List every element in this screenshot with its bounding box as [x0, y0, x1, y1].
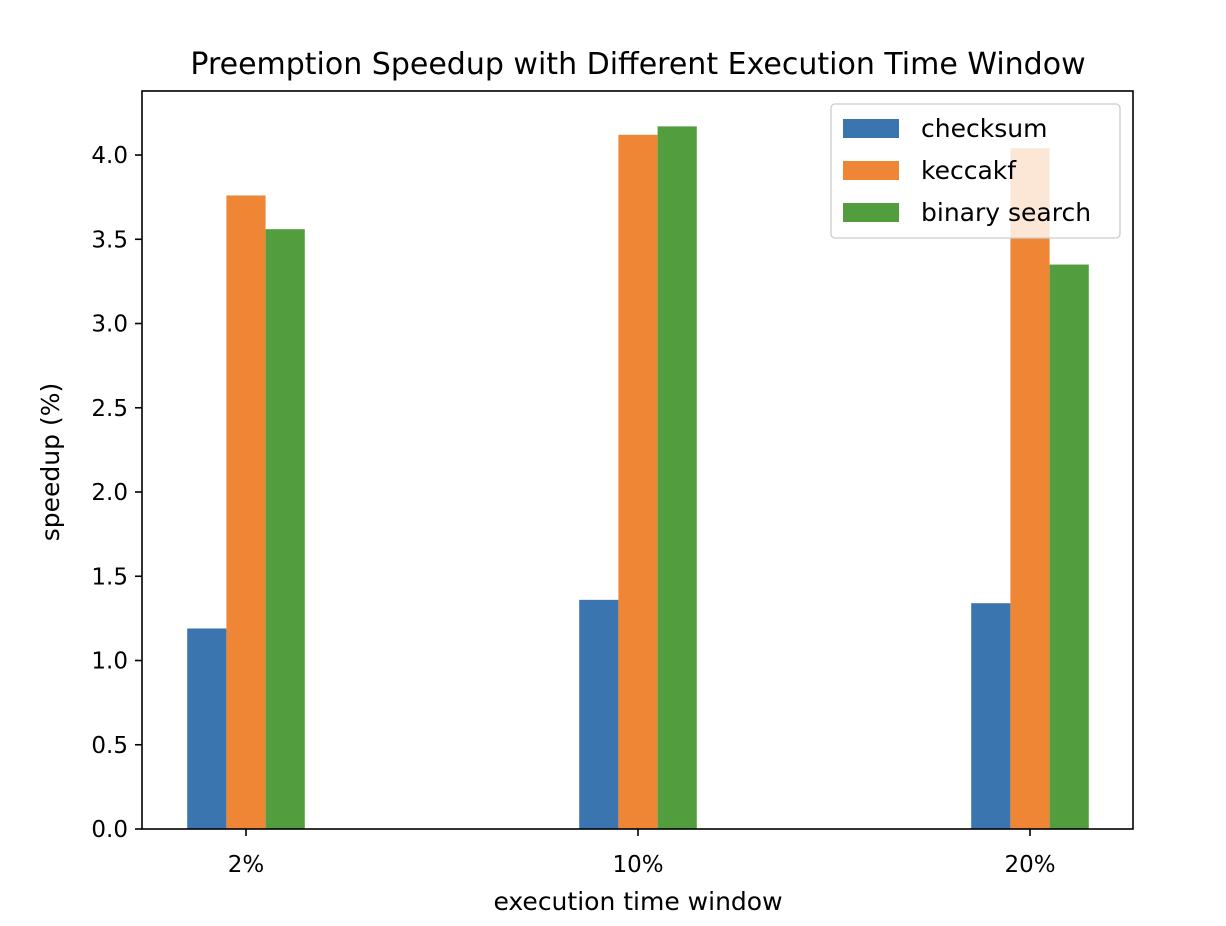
chart-title: Preemption Speedup with Different Execut…	[190, 47, 1085, 82]
bar-binary-search-3	[1049, 264, 1089, 829]
y-tick-label: 2.0	[91, 480, 128, 506]
bar-keccakf-1	[226, 195, 266, 830]
bar-binary-search-1	[265, 229, 305, 829]
legend-box	[830, 103, 1121, 239]
legend-swatch-binary-search	[843, 203, 899, 222]
x-tick-label: 10%	[612, 852, 663, 878]
x-tick-label: 20%	[1004, 852, 1055, 878]
bar-binary-search-2	[657, 126, 697, 829]
y-tick-label: 4.0	[91, 143, 128, 169]
axes-group: 0.0 0.5 1.0 1.5 2.0 2.5 3.0 3.5 4.0 2% 10% 20%	[91, 90, 1134, 878]
y-tick-label: 1.0	[91, 649, 128, 675]
bar-checksum-3	[971, 603, 1011, 829]
bars-group	[187, 126, 1089, 830]
x-axis-label: execution time window	[493, 887, 782, 916]
y-tick-label: 1.5	[91, 564, 128, 590]
bar-checksum-1	[187, 628, 227, 829]
legend-swatch-checksum	[843, 119, 899, 138]
legend-label-checksum: checksum	[921, 114, 1047, 143]
legend-label-binary-search: binary search	[921, 198, 1091, 227]
x-tick-label: 2%	[228, 852, 265, 878]
legend: checksum keccakf binary search	[830, 103, 1121, 239]
bar-keccakf-3	[1010, 148, 1050, 830]
bar-checksum-2	[579, 599, 619, 829]
y-tick-label: 3.0	[91, 312, 128, 338]
bar-keccakf-2	[618, 134, 658, 829]
legend-label-keccakf: keccakf	[921, 156, 1017, 185]
y-tick-label: 2.5	[91, 396, 128, 422]
y-axis-label: speedup (%)	[36, 383, 65, 541]
legend-swatch-keccakf	[843, 161, 899, 180]
y-tick-label: 3.5	[91, 227, 128, 253]
y-tick-label: 0.5	[91, 733, 128, 759]
y-tick-label: 0.0	[91, 817, 128, 843]
